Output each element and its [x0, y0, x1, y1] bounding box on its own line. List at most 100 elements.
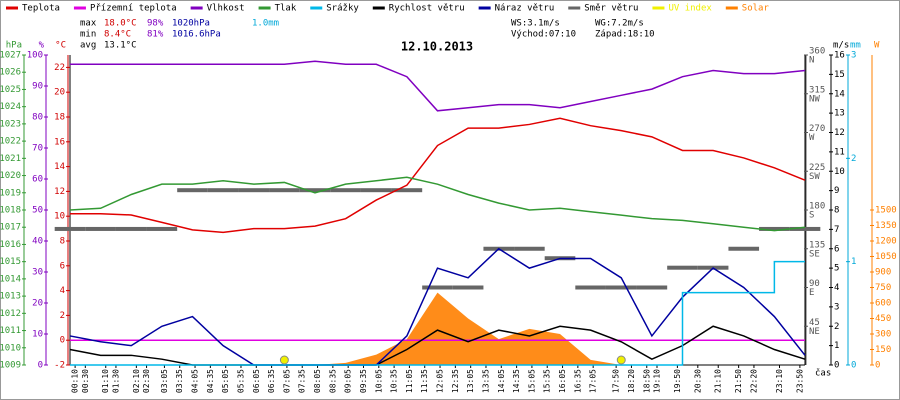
x-tick-label: 17:50: [612, 369, 621, 393]
y-tick-label: 4: [60, 286, 65, 296]
stat: 18.0°C: [104, 19, 137, 29]
x-tick-label: 08:35: [328, 369, 337, 393]
axis-unit: hPa: [6, 41, 22, 51]
y-tick-label: 1026: [0, 68, 21, 78]
stat: WS:3.1m/s: [511, 19, 560, 29]
y-tick-label: 360: [809, 47, 825, 57]
series-dot: [616, 355, 626, 365]
stat: Západ:18:10: [595, 30, 655, 40]
legend-label: UV index: [668, 4, 712, 14]
x-tick-label: 05:05: [221, 369, 230, 393]
legend-label: Náraz větru: [495, 4, 555, 14]
y-tick-label: 30: [32, 268, 43, 278]
x-axis-label: čas: [815, 368, 831, 379]
stat: max: [80, 19, 97, 29]
y-tick-label: 1014: [0, 274, 21, 284]
stat: 98%: [147, 19, 164, 29]
x-tick-label: 10:05: [374, 369, 383, 393]
y-tick-label: 20: [54, 88, 65, 98]
legend-label: Vlhkost: [207, 4, 245, 14]
y-tick-label: 10: [834, 167, 845, 177]
x-tick-label: 23:10: [775, 369, 784, 393]
direction-dash: [728, 246, 760, 251]
axis-unit: °C: [55, 41, 66, 51]
x-tick-label: 09:05: [344, 369, 353, 393]
series-line: [70, 60, 806, 112]
direction-dash: [667, 265, 698, 270]
x-tick-label: 20:30: [693, 369, 702, 393]
direction-dash: [575, 285, 606, 290]
y-tick-label: 16: [54, 137, 65, 147]
y-tick-label: 1050: [875, 252, 897, 262]
y-tick-label: 22: [54, 63, 65, 73]
direction-dash: [207, 188, 239, 193]
y-tick-label: 450: [875, 314, 891, 324]
direction-dash: [177, 188, 208, 193]
series-area: [70, 292, 805, 365]
direction-dash: [452, 285, 484, 290]
series-line: [70, 117, 806, 234]
y-tick-label: 1011: [0, 326, 21, 336]
axis-unit: m/s: [833, 41, 849, 51]
y-tick-label: 1500: [875, 206, 897, 216]
y-tick-label: 80: [32, 113, 43, 123]
y-tick-label: 1013: [0, 292, 21, 302]
y-tick-label: 0: [875, 361, 880, 371]
y-tick-label: 3: [851, 51, 856, 61]
y-tick-label: 1018: [0, 206, 21, 216]
stat: WG:7.2m/s: [595, 19, 644, 29]
legend-label: Směr větru: [584, 4, 638, 14]
y-tick-label: 13: [834, 109, 845, 119]
y-tick-label: 1010: [0, 343, 21, 353]
y-tick-label: 5: [834, 264, 839, 274]
y-tick-label: 90: [809, 279, 820, 289]
y-tick-label: 4: [834, 283, 839, 293]
x-tick-label: 16:05: [558, 369, 567, 393]
y-tick-label: 11: [834, 147, 845, 157]
y-tick-label: 7: [834, 225, 839, 235]
series-line: [69, 176, 806, 232]
y-tick-label: 40: [32, 237, 43, 247]
y-tick-label: 0: [851, 361, 856, 371]
legend-label: Teplota: [22, 4, 60, 14]
stat: avg: [80, 41, 96, 51]
y-tick-label: 900: [875, 268, 891, 278]
direction-dash: [391, 188, 423, 193]
x-tick-label: 14:35: [512, 369, 521, 393]
y-tick-label: 8: [60, 237, 65, 247]
direction-dash: [269, 188, 300, 193]
x-tick-label: 16:35: [573, 369, 582, 393]
stat: 13.1°C: [104, 41, 137, 51]
stat: 1.0mm: [252, 19, 279, 29]
y-tick-label: 9: [834, 186, 839, 196]
y-tick-label: 180: [809, 202, 825, 212]
y-tick-label: -2: [54, 361, 65, 371]
x-tick-label: 10:35: [390, 369, 399, 393]
y-tick-label: 10: [32, 330, 43, 340]
x-tick-label: 11:35: [420, 369, 429, 393]
x-tick-label: 05:35: [236, 369, 245, 393]
direction-dash: [238, 188, 270, 193]
direction-dash: [789, 226, 821, 231]
x-tick-label: 01:10: [101, 369, 110, 393]
x-tick-label: 13:05: [466, 369, 475, 393]
y-tick-label: 600: [875, 299, 891, 309]
compass-label: E: [809, 288, 814, 298]
x-tick-label: 07:05: [282, 369, 291, 393]
x-tick-label: 23:50: [795, 369, 804, 393]
axis-unit: W: [874, 41, 880, 51]
y-tick-label: 1027: [0, 51, 21, 61]
y-tick-label: 10: [54, 212, 65, 222]
chart-title: 12.10.2013: [401, 40, 473, 54]
y-tick-label: 12: [834, 128, 845, 138]
x-tick-label: 03:05: [160, 369, 169, 393]
y-tick-label: 1: [851, 257, 856, 267]
y-tick-label: 1022: [0, 137, 21, 147]
x-tick-label: 12:05: [436, 369, 445, 393]
compass-label: N: [809, 56, 814, 66]
x-tick-label: 03:35: [175, 369, 184, 393]
legend-label: Solar: [742, 4, 770, 14]
x-tick-label: 00:10: [71, 369, 80, 393]
direction-dash: [422, 285, 453, 290]
y-tick-label: 1015: [0, 257, 21, 267]
